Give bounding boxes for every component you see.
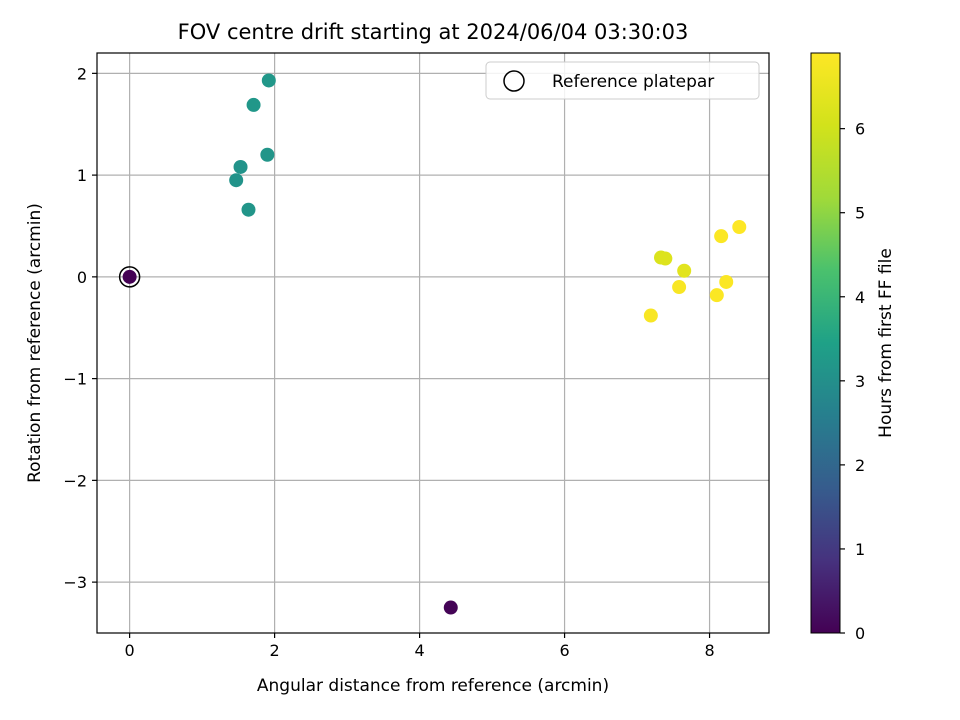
scatter-point xyxy=(719,274,734,289)
legend-marker xyxy=(503,70,525,92)
scatter-point xyxy=(672,280,687,295)
y-tick-label: 1 xyxy=(77,166,87,185)
x-tick-label: 0 xyxy=(125,641,135,660)
scatter-point xyxy=(714,229,729,244)
y-tick-label: −3 xyxy=(63,573,87,592)
legend: Reference platepar xyxy=(485,61,760,100)
reference-point-marker xyxy=(118,266,141,288)
colorbar-label: Hours from first FF file xyxy=(876,248,896,438)
scatter-point xyxy=(732,220,747,234)
colorbar: 0 1 2 3 4 5 6 Hours from first FF file xyxy=(810,52,896,643)
x-tick-label: 8 xyxy=(704,641,714,660)
legend-box xyxy=(485,61,760,100)
scatter-point xyxy=(260,147,275,162)
x-tick-label: 6 xyxy=(559,641,569,660)
scatter-point xyxy=(709,288,724,303)
x-axis-ticks: 0 2 4 6 8 xyxy=(125,633,715,660)
colorbar-tick-label: 0 xyxy=(855,624,865,643)
colorbar-tick-label: 2 xyxy=(855,456,865,475)
x-axis-label: Angular distance from reference (arcmin) xyxy=(257,676,609,696)
colorbar-gradient xyxy=(810,52,841,634)
chart-title: FOV centre drift starting at 2024/06/04 … xyxy=(178,20,689,44)
y-tick-label: 2 xyxy=(77,64,87,83)
y-axis-label: Rotation from reference (arcmin) xyxy=(25,203,45,483)
colorbar-tick-label: 3 xyxy=(855,372,865,391)
scatter-point xyxy=(643,308,658,323)
scatter-point xyxy=(261,73,276,88)
colorbar-ticks: 0 1 2 3 4 5 6 xyxy=(840,120,865,643)
colorbar-tick-label: 4 xyxy=(855,288,865,307)
scatter-point xyxy=(677,263,692,278)
colorbar-tick-label: 5 xyxy=(855,204,865,223)
reference-marker xyxy=(118,266,141,288)
colorbar-tick-label: 1 xyxy=(855,540,865,559)
y-tick-label: −2 xyxy=(63,471,87,490)
scatter-point xyxy=(233,159,248,174)
legend-entry-label: Reference platepar xyxy=(552,72,714,92)
scatter-point xyxy=(443,600,458,615)
y-axis-ticks: −3 −2 −1 0 1 2 xyxy=(63,64,97,592)
plot-frame xyxy=(96,52,770,634)
y-tick-label: −1 xyxy=(63,370,87,389)
colorbar-tick-label: 6 xyxy=(855,120,865,139)
scatter-point xyxy=(246,97,261,112)
y-tick-label: 0 xyxy=(77,268,87,287)
scatter-point xyxy=(241,202,256,217)
scatter-point xyxy=(229,173,244,188)
scatter-point xyxy=(658,251,673,266)
grid-lines xyxy=(97,53,769,633)
x-tick-label: 4 xyxy=(414,641,424,660)
scatter-point xyxy=(122,269,137,284)
data-points xyxy=(122,73,747,615)
x-tick-label: 2 xyxy=(270,641,280,660)
